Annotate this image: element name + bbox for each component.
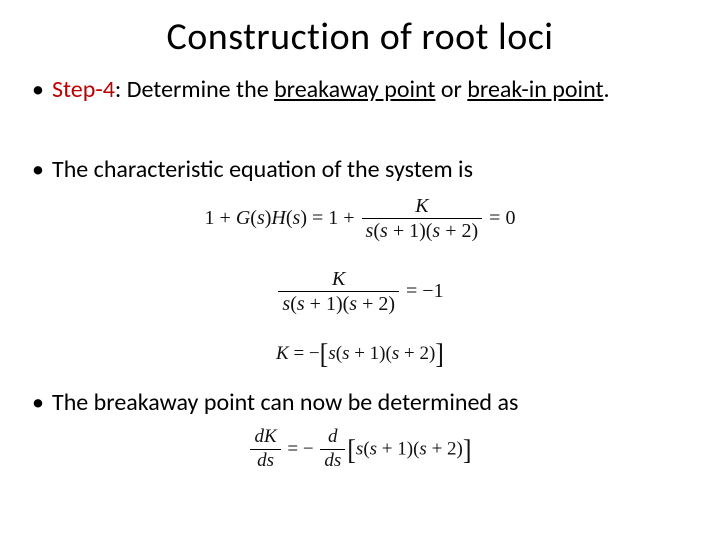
numerator: K — [362, 195, 483, 219]
eq-text: G — [236, 207, 250, 229]
text: . — [604, 75, 610, 104]
denominator: ds — [320, 450, 345, 472]
denominator: s(s + 1)(s + 2) — [362, 219, 483, 242]
slide: Construction of root loci Step-4: Determ… — [0, 0, 720, 540]
eq-text: s — [257, 207, 265, 229]
equation-2: K s(s + 1)(s + 2) = −1 — [30, 268, 690, 315]
eq-text: s — [370, 439, 377, 460]
spacer — [30, 373, 690, 387]
fraction: d ds — [320, 427, 345, 472]
eq-text: d — [257, 450, 267, 471]
bullet-list: The characteristic equation of the syste… — [30, 154, 690, 186]
eq-text: = −1 — [401, 280, 444, 302]
spacer — [30, 248, 690, 262]
eq-text: + 1)( — [305, 293, 350, 315]
spacer — [30, 114, 690, 154]
bracket-left: [ — [347, 435, 356, 464]
bullet-list: The breakaway point can now be determine… — [30, 387, 690, 419]
eq-text: ( — [250, 207, 257, 229]
denominator: ds — [250, 450, 280, 472]
bullet-step4: Step-4: Determine the breakaway point or… — [30, 74, 690, 106]
eq-text: d — [324, 450, 334, 471]
eq-text: ( — [290, 293, 297, 315]
bracket-left: [ — [320, 339, 329, 368]
eq-text: + 2) — [427, 439, 463, 460]
spacer — [30, 321, 690, 335]
text: or — [435, 75, 467, 104]
eq-text: + 2) — [440, 220, 478, 242]
eq-text: d — [254, 426, 264, 447]
denominator: s(s + 1)(s + 2) — [278, 292, 399, 315]
eq-text: K — [264, 426, 277, 447]
breakin-term: break-in point — [467, 75, 603, 104]
eq-text: s — [328, 343, 335, 364]
eq-text: = − — [283, 439, 319, 460]
bullet-characteristic: The characteristic equation of the syste… — [30, 154, 690, 186]
eq-text: = − — [289, 343, 320, 364]
eq-text: + 2) — [399, 343, 435, 364]
bullet-breakaway: The breakaway point can now be determine… — [30, 387, 690, 419]
fraction: K s(s + 1)(s + 2) — [362, 195, 483, 242]
numerator: dK — [250, 427, 280, 450]
equation-4: dK ds = − d ds [s(s + 1)(s + 2)] — [30, 427, 690, 472]
eq-text: + 2) — [357, 293, 395, 315]
eq-text: s — [380, 220, 388, 242]
numerator: K — [278, 268, 399, 292]
eq-text: s — [419, 439, 426, 460]
eq-text: + 1)( — [388, 220, 433, 242]
eq-text: = 0 — [484, 207, 515, 229]
fraction: K s(s + 1)(s + 2) — [278, 268, 399, 315]
eq-text: + 1)( — [349, 343, 391, 364]
eq-text: ( — [286, 207, 293, 229]
eq-text: K — [276, 343, 289, 364]
equation-3: K = −[s(s + 1)(s + 2)] — [30, 341, 690, 367]
eq-text: s — [349, 293, 357, 315]
eq-text: ) = 1 + — [300, 207, 359, 229]
bracket-right: ] — [463, 435, 472, 464]
step-label: Step-4 — [52, 75, 115, 104]
eq-text: 1 + — [205, 207, 236, 229]
eq-text: + 1)( — [377, 439, 419, 460]
bullet-list: Step-4: Determine the breakaway point or… — [30, 74, 690, 106]
text: : Determine the — [115, 75, 274, 104]
equation-1: 1 + G(s)H(s) = 1 + K s(s + 1)(s + 2) = 0 — [30, 195, 690, 242]
numerator: d — [320, 427, 345, 450]
eq-text: H — [271, 207, 285, 229]
bracket-right: ] — [435, 339, 444, 368]
breakaway-term: breakaway point — [274, 75, 435, 104]
fraction: dK ds — [250, 427, 280, 472]
eq-text: s — [267, 450, 274, 471]
eq-text: s — [334, 450, 341, 471]
eq-text: s — [297, 293, 305, 315]
eq-text: ( — [373, 220, 380, 242]
slide-title: Construction of root loci — [30, 14, 690, 60]
